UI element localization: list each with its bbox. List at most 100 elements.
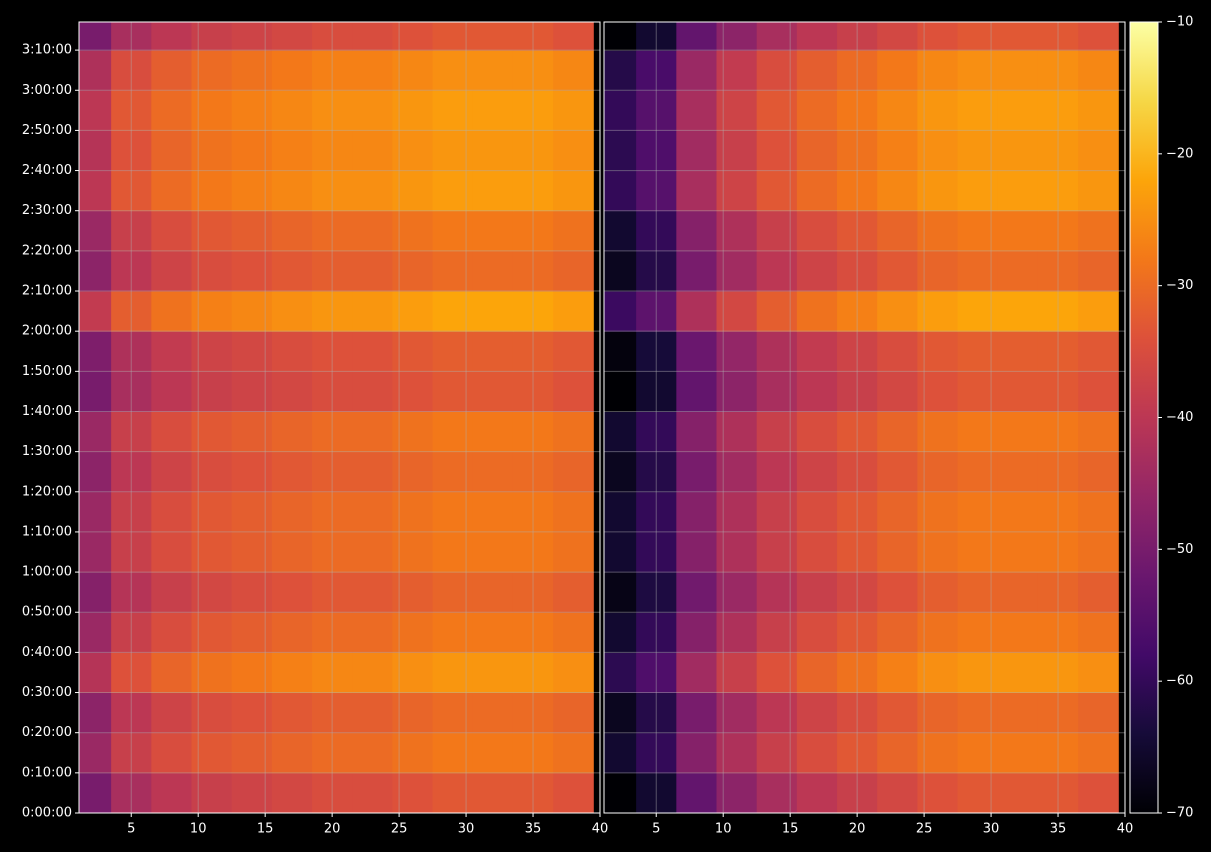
cell [472,612,514,653]
cell [392,612,434,653]
cell [79,90,112,131]
y-tick-label: 1:10:00 [22,524,72,539]
cell [432,50,474,91]
cell [716,331,758,372]
cell [1078,772,1119,813]
cell [957,291,999,332]
cell [512,772,554,813]
cell [392,250,434,292]
cell [472,210,514,252]
cell [636,170,677,212]
cell [997,652,1039,694]
cell [352,612,393,653]
cell [271,772,313,813]
cell [756,50,798,91]
cell [111,652,152,694]
cell [271,331,313,372]
cell [1037,572,1079,613]
cell [312,50,353,91]
cell [231,772,273,813]
cell [877,491,918,533]
cell [553,572,594,613]
y-tick-label: 0:00:00 [22,806,72,821]
cell [553,50,594,91]
cell [432,90,474,131]
cell [837,451,878,493]
cell [1078,451,1119,493]
cell [756,612,798,653]
cell [151,331,193,372]
cell [271,531,313,573]
cell [1078,612,1119,653]
cell [191,331,233,372]
cell [111,692,152,734]
cell [271,210,313,252]
cell [676,90,718,131]
cell [796,612,838,653]
cell [796,772,838,813]
cell [191,451,233,493]
cell [716,692,758,734]
colorbar-tick-label: −10 [1166,15,1193,30]
cell [553,210,594,252]
cell [432,291,474,332]
cell [79,411,112,453]
cell [191,692,233,734]
cell [392,572,434,613]
cell [151,90,193,131]
cell [553,732,594,774]
cell [352,732,393,774]
cell [676,250,718,292]
cell [604,331,637,372]
cell [111,130,152,172]
cell [1037,210,1079,252]
x-tick-label: 35 [525,822,542,837]
cell [837,331,878,372]
cell [1037,22,1079,51]
cell [432,22,474,51]
cell [636,130,677,172]
y-tick-label: 1:40:00 [22,404,72,419]
cell [151,170,193,212]
cell [191,411,233,453]
cell [79,331,112,372]
cell [997,50,1039,91]
cell [472,22,514,51]
cell [917,331,959,372]
cell [472,50,514,91]
cell [796,130,838,172]
cell [636,411,677,453]
cell [79,451,112,493]
colorbar-tick-label: −40 [1166,410,1193,425]
cell [1078,130,1119,172]
cell [231,531,273,573]
y-tick-label: 0:50:00 [22,605,72,620]
cell [79,210,112,252]
cell [636,451,677,493]
y-tick-label: 0:20:00 [22,725,72,740]
cell [271,22,313,51]
cell [877,652,918,694]
cell [79,572,112,613]
cell [312,652,353,694]
cell [271,90,313,131]
cell [676,772,718,813]
cell [312,90,353,131]
cell [512,170,554,212]
cell [271,491,313,533]
cell [432,491,474,533]
cell [553,130,594,172]
cell [79,130,112,172]
cell [636,331,677,372]
cell [191,291,233,332]
y-tick-label: 2:30:00 [22,203,72,218]
cell [1078,170,1119,212]
colorbar-tick-label: −50 [1166,542,1193,557]
cell [756,531,798,573]
cell [676,130,718,172]
cell [1037,50,1079,91]
cell [756,250,798,292]
cell [716,772,758,813]
cell [997,170,1039,212]
cell [472,331,514,372]
